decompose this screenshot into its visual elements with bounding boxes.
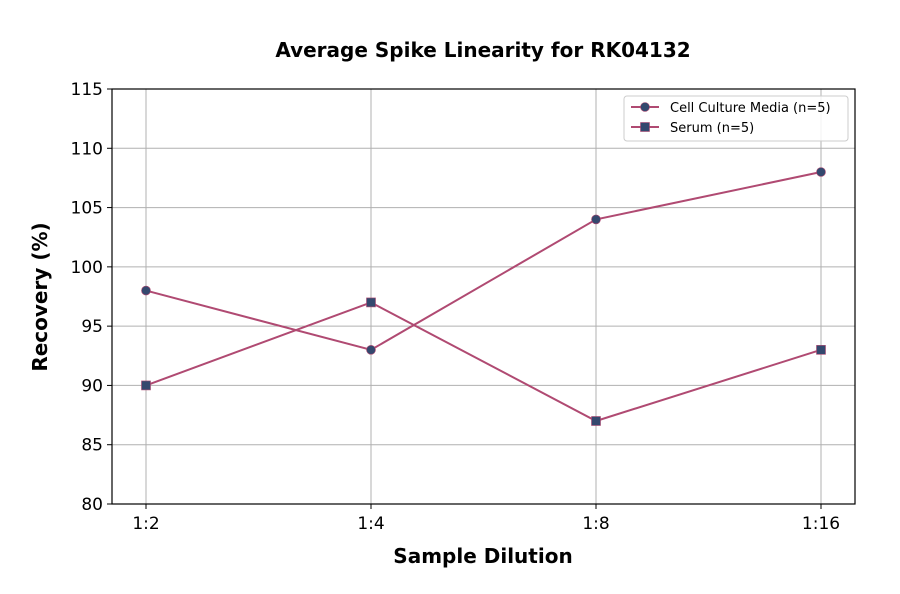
legend: Cell Culture Media (n=5) Serum (n=5) xyxy=(623,95,849,142)
y-tick-label: 115 xyxy=(71,80,103,100)
chart-title: Average Spike Linearity for RK04132 xyxy=(275,38,690,62)
x-tick-label: 1:2 xyxy=(132,514,159,534)
plot-frame xyxy=(111,88,856,505)
series-line xyxy=(145,171,822,351)
data-point xyxy=(816,345,826,355)
y-tick-label: 95 xyxy=(81,317,103,337)
y-tick-label: 90 xyxy=(81,376,103,396)
data-point xyxy=(816,167,826,177)
legend-marker xyxy=(640,102,650,112)
x-axis-label: Sample Dilution xyxy=(393,544,572,568)
series-line xyxy=(145,301,822,423)
data-point xyxy=(141,380,151,391)
data-point xyxy=(591,214,601,225)
legend-marker xyxy=(640,122,650,132)
y-tick-label: 105 xyxy=(71,199,103,219)
data-point xyxy=(141,285,151,296)
legend-label: Cell Culture Media (n=5) xyxy=(670,101,831,116)
legend-label: Serum (n=5) xyxy=(670,121,754,136)
y-tick-label: 85 xyxy=(81,436,103,456)
y-tick-label: 110 xyxy=(71,139,103,159)
x-tick-label: 1:16 xyxy=(802,514,840,534)
y-axis-label: Recovery (%) xyxy=(28,222,52,371)
y-tick-label: 100 xyxy=(71,258,103,278)
x-tick-label: 1:4 xyxy=(357,514,384,534)
y-tick-label: 80 xyxy=(81,495,103,515)
data-point xyxy=(366,345,376,355)
x-tick-label: 1:8 xyxy=(582,514,609,534)
legend-box xyxy=(623,95,849,142)
data-point xyxy=(591,416,601,426)
data-point xyxy=(366,297,376,308)
